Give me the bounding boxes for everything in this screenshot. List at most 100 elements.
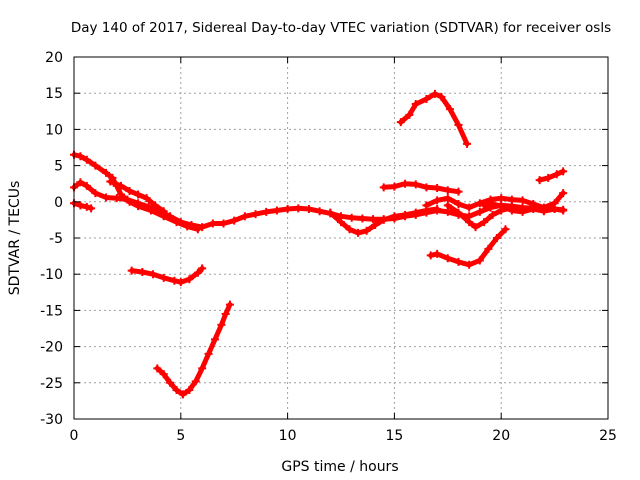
- data-point: [127, 266, 136, 275]
- data-point: [185, 386, 194, 395]
- data-point: [454, 257, 463, 266]
- grid: [74, 57, 608, 419]
- data-point: [475, 207, 484, 216]
- data-point: [390, 182, 399, 191]
- ticks: [73, 56, 609, 420]
- data-point: [454, 208, 463, 217]
- data-point: [82, 202, 91, 211]
- data-point: [82, 181, 91, 190]
- x-tick-label: 15: [385, 428, 403, 444]
- data-point: [422, 94, 431, 103]
- series-arc-m: [535, 167, 568, 185]
- data-point: [176, 278, 185, 287]
- data-point: [433, 196, 442, 205]
- data-point: [159, 273, 168, 282]
- data-point: [371, 220, 380, 229]
- data-point: [91, 161, 100, 170]
- data-point: [559, 167, 568, 176]
- data-point: [166, 212, 175, 221]
- data-point: [405, 110, 414, 119]
- y-tick-label: 10: [45, 122, 63, 138]
- data-point: [465, 260, 474, 269]
- data-point: [454, 199, 463, 208]
- data-point: [390, 212, 399, 221]
- data-point: [559, 206, 568, 215]
- data-point: [396, 118, 405, 127]
- data-point: [283, 205, 292, 214]
- y-tick-label: -5: [49, 231, 63, 247]
- data-point: [518, 196, 527, 205]
- data-point: [426, 251, 435, 260]
- data-point: [102, 193, 111, 202]
- data-point: [208, 219, 217, 228]
- x-tick-label: 20: [492, 428, 510, 444]
- data-point: [112, 194, 121, 203]
- x-axis-label: GPS time / hours: [281, 459, 398, 475]
- data-point: [193, 268, 202, 277]
- data-point: [475, 256, 484, 265]
- data-point: [326, 208, 335, 217]
- data-point: [488, 199, 497, 208]
- series-arc-h: [396, 89, 472, 148]
- data-point: [529, 205, 538, 214]
- data-point: [337, 218, 345, 227]
- data-point: [437, 92, 446, 101]
- data-point: [550, 205, 559, 214]
- data-point: [379, 215, 388, 224]
- data-point: [272, 206, 281, 215]
- data-point: [151, 201, 160, 210]
- data-point: [185, 275, 194, 284]
- data-point: [251, 210, 260, 219]
- data-point: [369, 215, 378, 224]
- data-point: [294, 204, 303, 213]
- x-tick-label: 0: [70, 428, 79, 444]
- data-point: [507, 206, 516, 215]
- data-point: [198, 223, 207, 232]
- y-tick-label: 0: [54, 195, 63, 211]
- data-point: [76, 178, 85, 187]
- data-point: [433, 184, 442, 193]
- data-point: [76, 201, 85, 210]
- data-point: [471, 223, 480, 232]
- data-point: [354, 228, 363, 237]
- data-point: [411, 208, 420, 217]
- data-point: [149, 270, 158, 279]
- data-point: [507, 195, 516, 204]
- x-tick-label: 25: [599, 428, 617, 444]
- data-point: [187, 220, 196, 229]
- series-arc-g: [326, 205, 442, 237]
- series-arc-f: [153, 300, 234, 399]
- data-point: [379, 183, 388, 192]
- data-point: [345, 225, 354, 234]
- series-line-arc-m: [537, 168, 566, 183]
- data-point: [102, 168, 111, 177]
- data-point: [225, 300, 234, 309]
- data-point: [172, 386, 181, 395]
- data-point: [230, 216, 239, 225]
- series-arc-n: [480, 199, 568, 216]
- data-point: [82, 155, 91, 164]
- data-point: [125, 186, 134, 195]
- data-point: [433, 205, 442, 214]
- y-tick-label: 5: [54, 159, 63, 175]
- data-point: [465, 218, 474, 227]
- data-point: [138, 268, 147, 277]
- data-point: [535, 176, 544, 185]
- data-point: [219, 219, 228, 228]
- y-tick-labels: 20 15 10 5 0 -5 -10 -15 -20 -25 -30: [40, 50, 63, 428]
- data-point: [443, 194, 452, 203]
- data-point: [262, 207, 271, 216]
- data-point: [475, 199, 484, 208]
- data-point: [497, 194, 506, 203]
- y-tick-label: -15: [40, 303, 63, 319]
- x-tick-label: 10: [279, 428, 297, 444]
- data-point: [544, 173, 553, 182]
- y-tick-label: -10: [40, 267, 63, 283]
- data-point: [144, 202, 153, 211]
- data-point: [170, 276, 179, 285]
- y-tick-label: -20: [40, 340, 63, 356]
- series-arc-i: [379, 179, 463, 196]
- data-point: [76, 152, 85, 161]
